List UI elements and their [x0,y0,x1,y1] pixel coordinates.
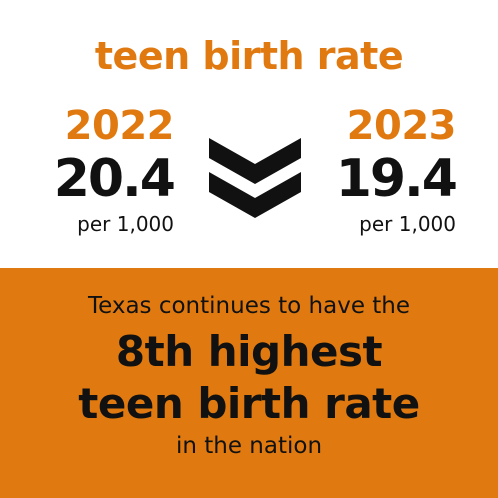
banner-line-2: 8th highest [115,327,383,376]
banner-line-1: Texas continues to have the [87,293,411,319]
left-year: 2022 [64,103,175,149]
right-unit: per 1,000 [359,212,456,236]
left-value: 20.4 [53,149,176,209]
comparison-panel: teen birth rate 2022 20.4 per 1,000 2023… [4,34,458,238]
heading: teen birth rate [94,34,404,78]
left-unit: per 1,000 [77,212,174,236]
banner: Texas continues to have the 8th highest … [0,268,498,498]
banner-line-3: teen birth rate [78,379,420,428]
double-chevron-down-icon [209,138,301,218]
right-value: 19.4 [335,149,458,209]
right-year: 2023 [346,103,457,149]
year-2023-block: 2023 19.4 per 1,000 [286,103,458,238]
year-2022-block: 2022 20.4 per 1,000 [4,103,176,238]
banner-line-4: in the nation [175,433,323,459]
